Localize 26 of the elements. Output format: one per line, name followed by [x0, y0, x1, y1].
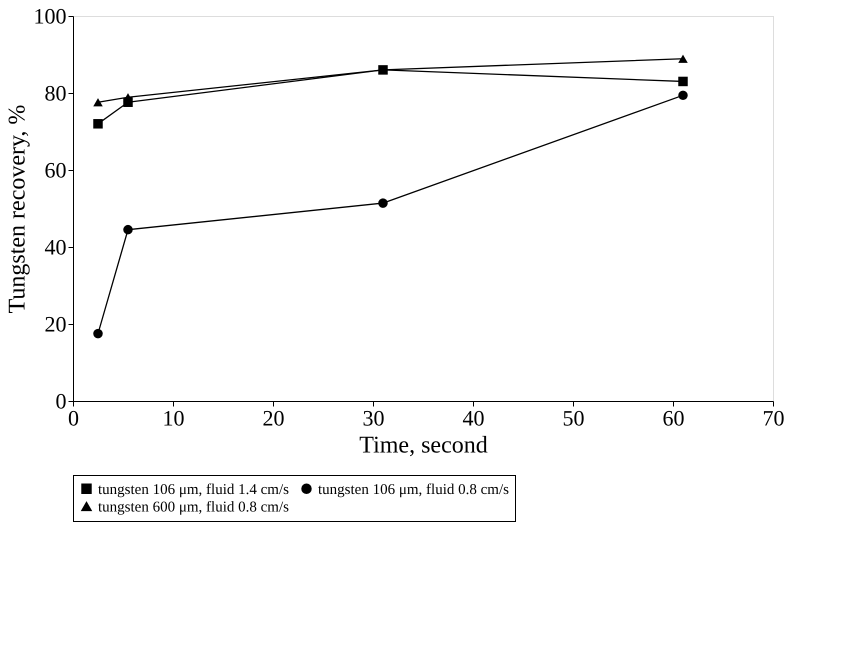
- point: [678, 54, 688, 63]
- point: [378, 198, 388, 208]
- point: [93, 119, 103, 129]
- y-tick-label: 80: [44, 80, 66, 106]
- legend-label: tungsten 600 μm, fluid 0.8 cm/s: [98, 500, 290, 516]
- x-tick-label: 30: [362, 406, 384, 430]
- point: [93, 328, 103, 338]
- legend-label: tungsten 106 μm, fluid 0.8 cm/s: [318, 482, 510, 498]
- point: [123, 224, 133, 234]
- x-tick-label: 50: [562, 406, 584, 430]
- x-axis-title: Time, second: [359, 432, 488, 458]
- y-axis-title: Tungsten recovery, %: [4, 104, 30, 314]
- y-tick-label: 40: [44, 234, 66, 260]
- x-tick-label: 40: [462, 406, 484, 430]
- y-tick-label: 0: [56, 388, 66, 414]
- y-tick-label: 20: [44, 312, 66, 336]
- x-tick-label: 60: [662, 406, 684, 430]
- legend-label: tungsten 106 μm, fluid 1.4 cm/s: [98, 482, 290, 498]
- x-tick-label: 10: [162, 406, 184, 430]
- x-tick-label: 70: [762, 406, 784, 430]
- y-tick-label: 100: [34, 4, 66, 28]
- x-tick-label: 20: [262, 406, 284, 430]
- point: [678, 90, 688, 100]
- y-tick-label: 60: [44, 158, 66, 182]
- point: [93, 98, 103, 106]
- point: [678, 76, 688, 86]
